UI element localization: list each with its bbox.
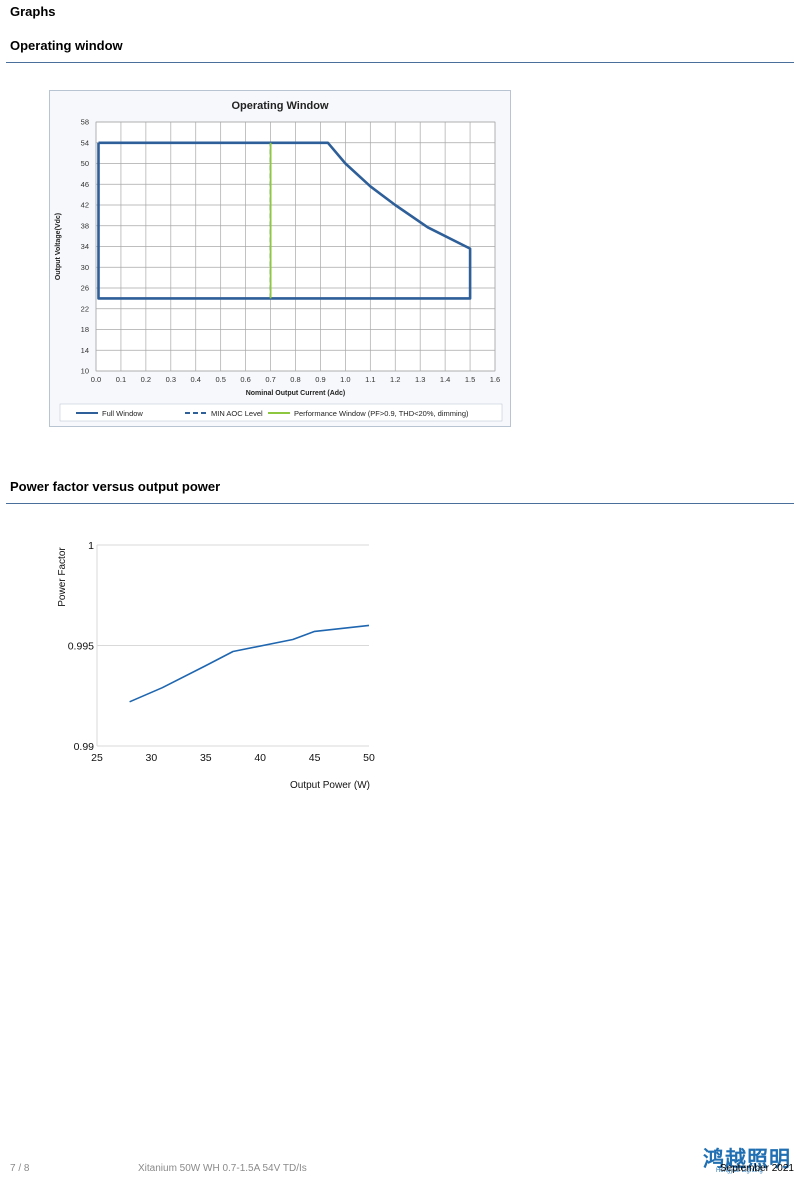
y-tick-label: 14 [81, 346, 89, 355]
x-axis-label: Nominal Output Current (Adc) [246, 390, 346, 397]
y-tick-label: 1 [88, 540, 94, 552]
legend-label: Full Window [102, 409, 143, 418]
y-tick-label: 34 [81, 242, 89, 251]
y-axis-label: Output Voltage(Vdc) [55, 213, 62, 280]
x-tick-label: 0.7 [265, 375, 275, 384]
section-title: Graphs [10, 4, 56, 19]
x-tick-label: 1.5 [465, 375, 475, 384]
x-tick-label: 30 [146, 752, 158, 764]
x-tick-label: 1.4 [440, 375, 450, 384]
chart-title: Operating Window [231, 100, 329, 112]
y-tick-label: 54 [81, 138, 89, 147]
x-tick-label: 1.2 [390, 375, 400, 384]
power-factor-chart: 0.99 0.995 1 25 30 35 40 45 50 Output Power (W) Po… [57, 540, 375, 791]
x-tick-label: 1.0 [340, 375, 350, 384]
y-tick-label: 58 [81, 118, 89, 127]
legend-label: MIN AOC Level [211, 409, 263, 418]
company-logo-subtext: Hongyue Lighting [716, 1168, 763, 1174]
y-tick-label: 42 [81, 201, 89, 210]
x-tick-label: 1.6 [490, 375, 500, 384]
full-window-line [97, 141, 472, 300]
x-tick-label: 0.5 [215, 375, 225, 384]
x-tick-label: 1.1 [365, 375, 375, 384]
page-number: 7 / 8 [10, 1163, 30, 1174]
y-tick-label: 50 [81, 159, 89, 168]
x-tick-label: 0.6 [240, 375, 250, 384]
x-tick-label: 0.2 [141, 375, 151, 384]
x-tick-label: 0.3 [166, 375, 176, 384]
power-factor-line [129, 624, 370, 703]
x-tick-label: 50 [363, 752, 375, 764]
x-tick-label: 25 [91, 752, 103, 764]
y-tick-label: 18 [81, 325, 89, 334]
heading-divider [6, 503, 794, 504]
y-axis-label: Power Factor [57, 547, 68, 607]
x-tick-label: 45 [309, 752, 321, 764]
x-tick-label: 0.1 [116, 375, 126, 384]
y-tick-label: 0.99 [74, 741, 95, 753]
x-tick-label: 1.3 [415, 375, 425, 384]
x-tick-label: 0.9 [315, 375, 325, 384]
y-tick-label: 38 [81, 221, 89, 230]
x-tick-label: 35 [200, 752, 212, 764]
y-tick-label: 22 [81, 304, 89, 313]
y-tick-label: 0.995 [68, 641, 94, 653]
company-logo: 鸿越照明 [703, 1147, 791, 1171]
y-tick-label: 26 [81, 284, 89, 293]
y-tick-label: 10 [81, 367, 89, 376]
document-date: September 2021 [720, 1163, 794, 1174]
power-factor-heading: Power factor versus output power [10, 479, 221, 494]
product-name: Xitanium 50W WH 0.7-1.5A 54V TD/Is [138, 1163, 307, 1174]
x-tick-label: 40 [254, 752, 266, 764]
heading-divider [6, 62, 794, 63]
x-tick-label: 0.0 [91, 375, 101, 384]
x-axis-label: Output Power (W) [290, 780, 370, 791]
x-tick-label: 0.4 [191, 375, 201, 384]
y-tick-label: 30 [81, 263, 89, 272]
y-tick-label: 46 [81, 180, 89, 189]
x-tick-label: 0.8 [290, 375, 300, 384]
operating-window-chart: Operating Window 0.0 0.1 0.2 0.3 0.4 0.5 0.6 0.7… [49, 90, 511, 427]
legend-label: Performance Window (PF>0.9, THD<20%, dim… [294, 409, 469, 418]
operating-window-heading: Operating window [10, 38, 123, 53]
